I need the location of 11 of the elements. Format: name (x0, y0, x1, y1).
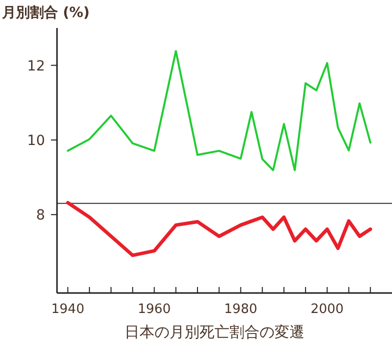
line-series (66, 50, 372, 172)
line-series (66, 200, 372, 258)
y-axis-title: 月別割合 (%) (1, 4, 90, 21)
x-tick-label: 1940 (51, 302, 84, 317)
y-tick-label: 10 (27, 132, 45, 149)
x-tick-label: 1980 (224, 302, 258, 317)
x-tick-label: 2000 (310, 302, 344, 317)
text: 日本の月別死亡割合の変遷 (124, 323, 304, 341)
y-tick-label: 8 (36, 208, 45, 224)
x-tick-label: 1960 (138, 302, 171, 317)
y-tick-label: 12 (27, 58, 45, 74)
